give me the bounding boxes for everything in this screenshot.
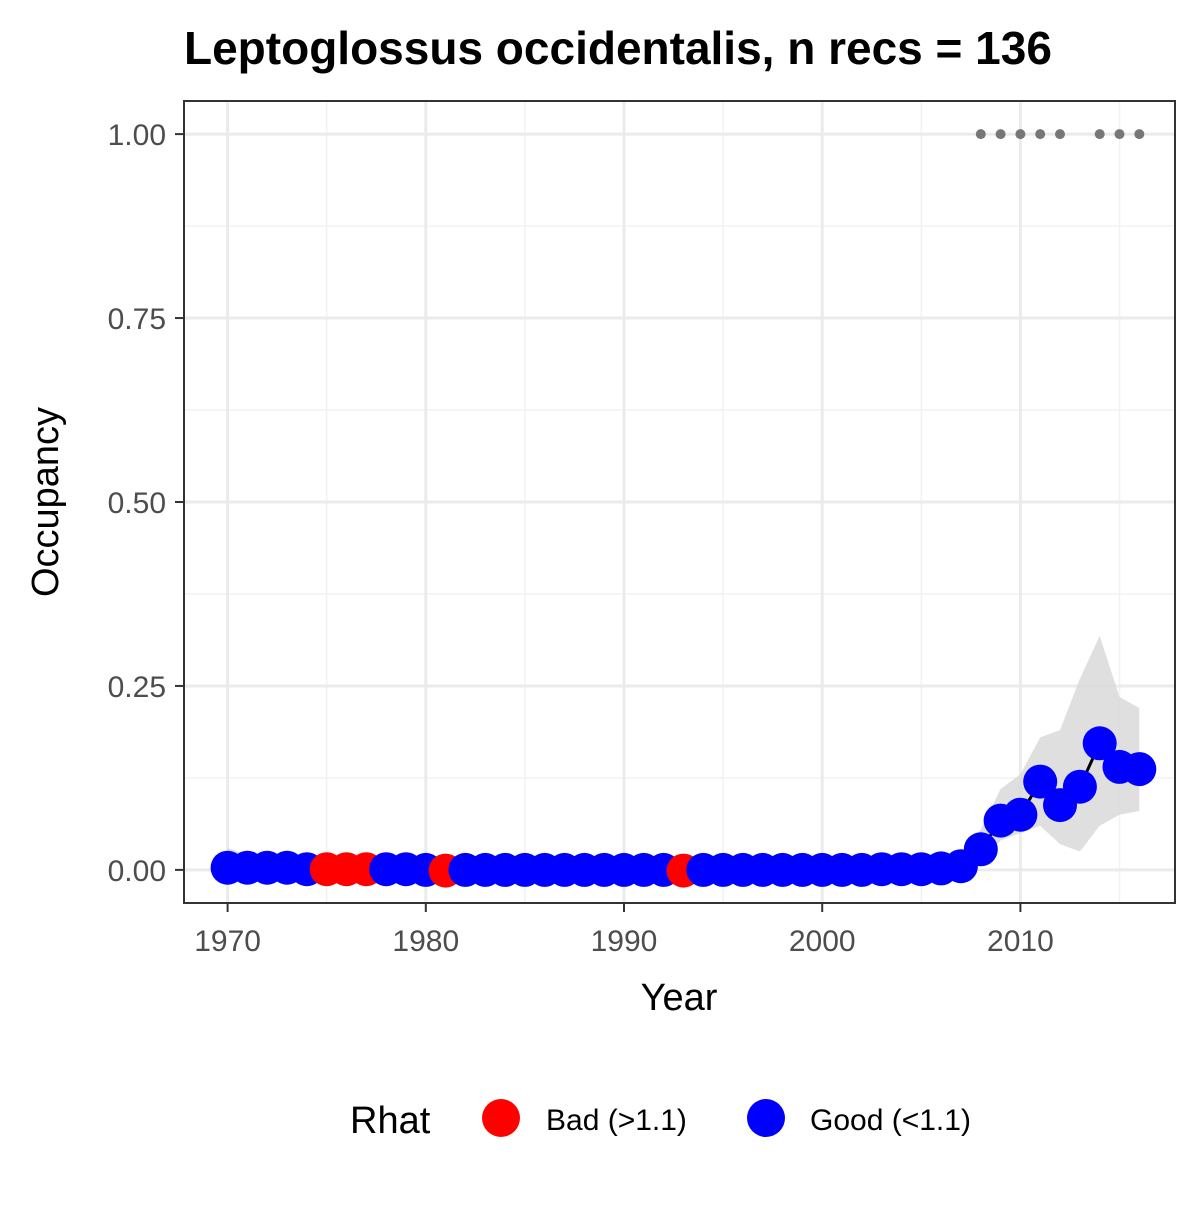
grid-lines	[184, 101, 1175, 903]
y-tick-label: 0.75	[108, 303, 166, 336]
record-dot-2009	[995, 129, 1006, 140]
record-dot-2016	[1134, 129, 1145, 140]
x-tick-label: 1970	[194, 925, 261, 958]
legend-label-bad: Bad (>1.1)	[546, 1104, 687, 1137]
y-tick-label: 1.00	[108, 119, 166, 152]
y-tick-label: 0.25	[108, 671, 166, 704]
occupancy-point-2014	[1082, 726, 1117, 761]
occupancy-point-2011	[1023, 764, 1058, 799]
occupancy-point-2016	[1122, 752, 1157, 787]
record-dot-2008	[975, 129, 986, 140]
record-dot-2010	[1015, 129, 1026, 140]
x-tick-label: 1980	[392, 925, 459, 958]
occupancy-point-2013	[1062, 769, 1097, 804]
record-dot-2011	[1035, 129, 1046, 140]
y-axis: 0.00 0.25 0.50 0.75 1.00	[108, 119, 184, 888]
chart-title: Leptoglossus occidentalis, n recs = 136	[184, 22, 1052, 74]
x-tick-label: 2010	[987, 925, 1054, 958]
x-tick-label: 1990	[591, 925, 658, 958]
occupancy-point-2010	[1003, 797, 1038, 832]
occupancy-point-2008	[963, 832, 998, 867]
legend-title: Rhat	[350, 1100, 431, 1142]
legend-label-good: Good (<1.1)	[810, 1104, 971, 1137]
y-axis-title: Occupancy	[25, 407, 67, 597]
legend-key-good	[747, 1099, 785, 1137]
y-tick-label: 0.00	[108, 855, 166, 888]
x-axis-title: Year	[641, 977, 718, 1019]
occupancy-points	[210, 726, 1157, 888]
x-axis: 1970 1980 1990 2000 2010	[194, 903, 1054, 958]
legend-key-bad	[482, 1099, 520, 1137]
legend: Rhat Bad (>1.1) Good (<1.1)	[350, 1099, 971, 1142]
record-dot-2012	[1055, 129, 1065, 140]
record-dot-2014	[1094, 129, 1105, 140]
record-dots	[975, 129, 1145, 140]
y-tick-label: 0.50	[108, 487, 166, 520]
x-tick-label: 2000	[789, 925, 856, 958]
record-dot-2015	[1114, 129, 1125, 140]
